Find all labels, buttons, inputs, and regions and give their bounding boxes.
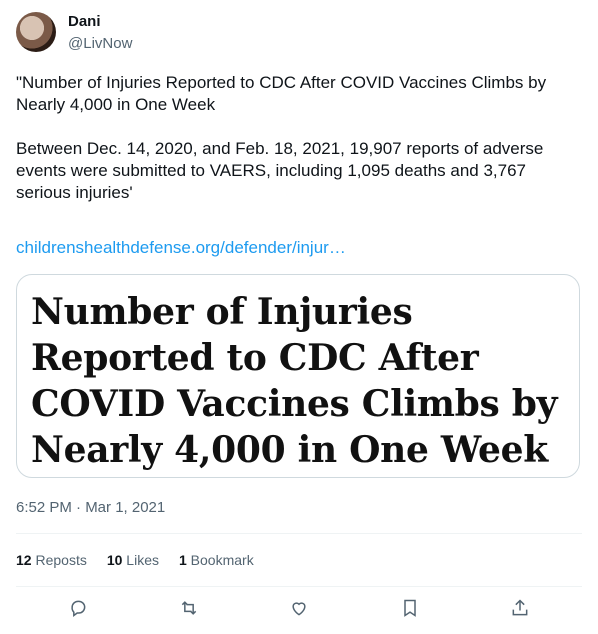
tweet-link[interactable]: childrenshealthdefense.org/defender/inju… [16, 238, 346, 257]
divider-bottom [16, 586, 582, 587]
reply-button[interactable] [66, 596, 90, 620]
tweet-timestamp[interactable]: 6:52 PM · Mar 1, 2021 [16, 499, 166, 516]
reposts-label: Reposts [35, 552, 87, 568]
repost-icon [181, 601, 196, 615]
bookmarks-stat[interactable]: 1 Bookmark [179, 552, 254, 568]
engagement-stats: 12 Reposts 10 Likes 1 Bookmark [16, 552, 254, 568]
bookmark-button[interactable] [398, 596, 422, 620]
likes-count: 10 [106, 552, 123, 568]
bookmark-icon [403, 599, 416, 617]
author-name[interactable]: Dani [68, 13, 101, 30]
bookmarks-label: Bookmark [190, 552, 254, 568]
likes-label: Likes [126, 552, 159, 568]
reposts-count: 12 [16, 552, 32, 568]
reply-icon [71, 600, 86, 617]
share-button[interactable] [508, 596, 532, 620]
repost-button[interactable] [177, 596, 201, 620]
card-headline: Number of Injuries Reported to CDC After… [31, 291, 558, 471]
likes-stat[interactable]: 10 Likes [107, 552, 159, 568]
action-bar [16, 596, 582, 624]
avatar[interactable] [16, 12, 56, 52]
tweet-text: "Number of Injuries Reported to CDC Afte… [16, 73, 547, 202]
like-icon [292, 602, 306, 616]
reposts-stat[interactable]: 12 Reposts [16, 552, 87, 568]
link-card[interactable]: Number of Injuries Reported to CDC After… [16, 274, 580, 478]
like-button[interactable] [287, 596, 311, 620]
author-handle[interactable]: @LivNow [68, 35, 133, 52]
share-icon [512, 599, 528, 616]
bookmarks-count: 1 [178, 552, 187, 568]
divider-top [16, 533, 582, 534]
